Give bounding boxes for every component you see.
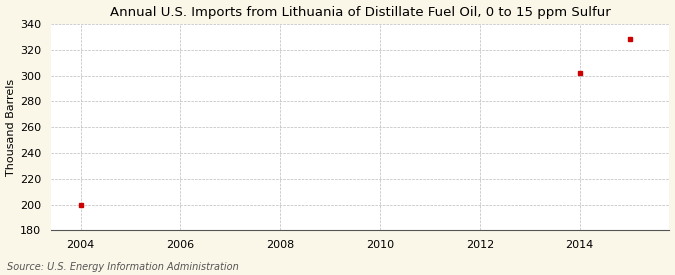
Y-axis label: Thousand Barrels: Thousand Barrels (5, 79, 16, 176)
Text: Source: U.S. Energy Information Administration: Source: U.S. Energy Information Administ… (7, 262, 238, 272)
Title: Annual U.S. Imports from Lithuania of Distillate Fuel Oil, 0 to 15 ppm Sulfur: Annual U.S. Imports from Lithuania of Di… (110, 6, 610, 18)
